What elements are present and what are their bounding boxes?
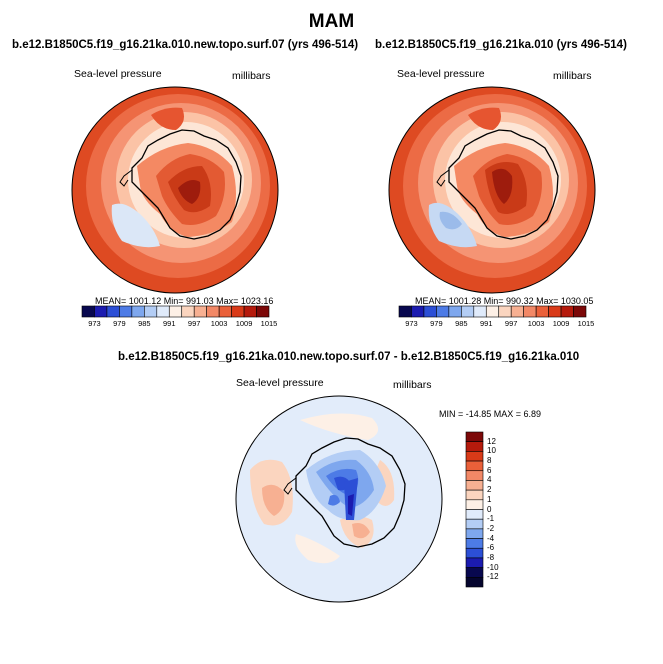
colorbar-right-swatch	[461, 305, 475, 318]
colorbar-diff-swatch	[465, 557, 484, 568]
map-difference	[235, 395, 443, 603]
colorbar-diff-tick: 6	[487, 465, 492, 475]
colorbar-diff-tick: 2	[487, 485, 492, 495]
colorbar-diff-swatch	[465, 547, 484, 559]
colorbar-left-tick: 1003	[210, 319, 228, 328]
colorbar-diff-tick: 0	[487, 504, 492, 514]
colorbar-right-swatch	[411, 305, 425, 318]
panel-right-title: b.e12.B1850C5.f19_g16.21ka.010 (yrs 496-…	[375, 39, 627, 51]
colorbar-diff-swatch	[465, 441, 484, 452]
map-right	[388, 86, 596, 294]
colorbar-right-tick: 1009	[552, 319, 570, 328]
colorbar-diff-swatch	[465, 509, 484, 520]
colorbar-difference	[465, 431, 484, 588]
colorbar-left-tick: 1015	[260, 319, 278, 328]
panel-right-variable: Sea-level pressure	[397, 68, 485, 80]
panel-left-units: millibars	[232, 70, 271, 82]
colorbar-diff-tick: 1	[487, 494, 492, 504]
colorbar-diff-tick: -12	[487, 572, 499, 582]
colorbar-left-swatch	[131, 305, 145, 318]
colorbar-left-tick: 979	[113, 319, 126, 328]
colorbar-diff-tick: -4	[487, 533, 495, 543]
colorbar-left-swatch	[231, 305, 245, 318]
colorbar-diff-swatch	[465, 489, 484, 501]
colorbar-right-swatch	[510, 305, 524, 318]
colorbar-right-swatch	[523, 305, 537, 318]
colorbar-left-swatch	[168, 305, 183, 318]
colorbar-right-swatch	[423, 305, 437, 318]
colorbar-left-swatch	[206, 305, 220, 318]
colorbar-right-swatch	[535, 305, 549, 318]
colorbar-diff-tick: 4	[487, 475, 492, 485]
colorbar-left-swatch	[119, 305, 133, 318]
colorbar-left-swatch	[181, 305, 195, 318]
colorbar-right-tick: 985	[455, 319, 468, 328]
colorbar-left-swatch	[243, 305, 257, 318]
colorbar-right-swatch	[548, 305, 562, 318]
colorbar-left-swatch	[94, 305, 108, 318]
colorbar-right-tick: 1015	[577, 319, 595, 328]
colorbar-right-tick: 979	[430, 319, 443, 328]
colorbar-diff-swatch	[465, 528, 484, 539]
colorbar-left-tick: 985	[138, 319, 151, 328]
colorbar-right-swatch	[498, 305, 512, 318]
colorbar-diff-swatch	[465, 538, 484, 549]
colorbar-diff-tick: 10	[487, 446, 496, 456]
colorbar-left-tick: 997	[187, 319, 201, 328]
figure-title: MAM	[308, 11, 355, 32]
colorbar-right-tick: 973	[405, 319, 418, 328]
panel-diff-title: b.e12.B1850C5.f19_g16.21ka.010.new.topo.…	[118, 351, 580, 363]
panel-diff-stats: MIN = -14.85 MAX = 6.89	[439, 409, 542, 419]
colorbar-diff-swatch	[465, 470, 484, 481]
colorbar-diff-swatch	[465, 480, 484, 491]
colorbar-left-tick: 1009	[235, 319, 253, 328]
colorbar-diff-tick: -1	[487, 514, 495, 524]
colorbar-left-swatch	[106, 305, 120, 318]
colorbar-right-swatch	[573, 305, 587, 318]
colorbar-right-swatch	[560, 305, 574, 318]
colorbar-right-swatch	[398, 305, 412, 318]
colorbar-left-swatch	[218, 305, 232, 318]
panel-right-stats: MEAN= 1001.28 Min= 990.32 Max= 1030.05	[415, 296, 594, 306]
colorbar-left	[81, 305, 270, 318]
colorbar-left-swatch	[144, 305, 158, 318]
panel-diff-units: millibars	[393, 379, 432, 391]
panel-left-stats: MEAN= 1001.12 Min= 991.03 Max= 1023.16	[95, 296, 274, 306]
colorbar-diff-swatch	[465, 460, 484, 472]
colorbar-diff-tick: -8	[487, 552, 495, 562]
colorbar-diff-swatch	[465, 451, 484, 462]
colorbar-diff-swatch	[465, 518, 484, 530]
colorbar-right-swatch	[473, 305, 487, 318]
colorbar-diff-tick: -2	[487, 523, 495, 533]
colorbar-diff-swatch	[465, 431, 484, 442]
colorbar-right	[398, 305, 587, 318]
colorbar-diff-swatch	[465, 499, 484, 510]
panel-right-units: millibars	[553, 70, 592, 82]
colorbar-diff-tick: 8	[487, 456, 492, 466]
colorbar-right-swatch	[436, 305, 450, 318]
map-left	[71, 86, 279, 294]
colorbar-diff-tick: -10	[487, 562, 499, 572]
colorbar-left-tick: 973	[88, 319, 101, 328]
colorbar-left-swatch	[256, 305, 270, 318]
colorbar-left-swatch	[81, 305, 95, 318]
colorbar-right-swatch	[448, 305, 462, 318]
colorbar-right-tick: 997	[504, 319, 518, 328]
colorbar-diff-swatch	[465, 567, 484, 578]
colorbar-left-tick: 991	[163, 319, 176, 328]
colorbar-diff-tick: -6	[487, 543, 495, 553]
panel-left-variable: Sea-level pressure	[74, 68, 162, 80]
colorbar-diff-swatch	[465, 577, 484, 588]
colorbar-left-swatch	[193, 305, 207, 318]
panel-diff-variable: Sea-level pressure	[236, 377, 324, 389]
colorbar-right-tick: 1003	[527, 319, 545, 328]
panel-left-title: b.e12.B1850C5.f19_g16.21ka.010.new.topo.…	[12, 39, 359, 51]
colorbar-right-tick: 991	[480, 319, 493, 328]
colorbar-left-swatch	[156, 305, 170, 318]
colorbar-right-swatch	[485, 305, 500, 318]
colorbar-diff-tick: 12	[487, 436, 496, 446]
